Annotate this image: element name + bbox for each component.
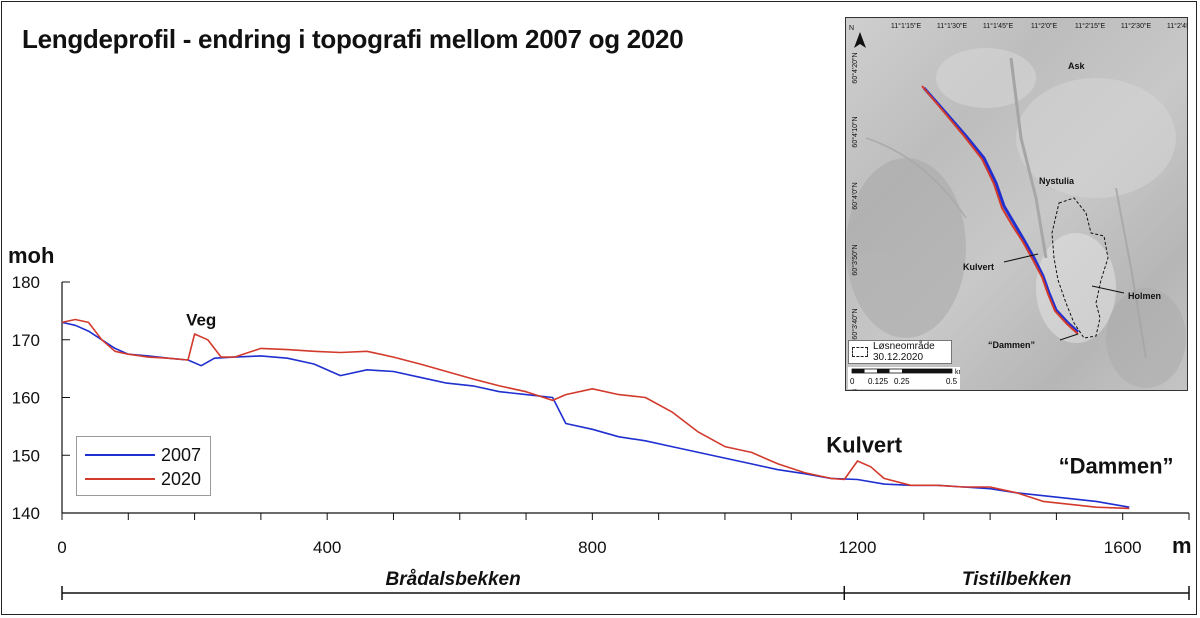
x-tick-label: 1600 — [1104, 538, 1142, 557]
release-area-swatch — [852, 347, 868, 357]
y-axis-unit-label: moh — [8, 243, 54, 268]
hillshade-texture — [846, 48, 1186, 388]
north-arrow-icon: N — [849, 25, 866, 48]
scale-tick-3: 0.5 — [946, 377, 958, 386]
x-tick-label: 1200 — [839, 538, 877, 557]
inset-map-drawing: 11°1'15"E 11°1'30"E 11°1'45"E 11°2'0"E 11°2'… — [846, 22, 1188, 390]
y-tick-label: 170 — [12, 331, 40, 350]
scale-tick-2: 0.25 — [894, 377, 910, 386]
x-tick-label: 0 — [57, 538, 66, 557]
legend-item-2007: 2007 — [85, 445, 201, 465]
map-top-coordinate: 11°1'45"E — [983, 22, 1014, 30]
scale-bar: km 0 0.125 0.25 0.5 — [848, 367, 965, 389]
map-top-coordinate: 11°1'15"E — [891, 22, 922, 30]
map-label-nystulia: Nystulia — [1039, 176, 1075, 186]
map-left-coordinate: 60°4'20"N — [851, 52, 859, 83]
map-top-coordinates: 11°1'15"E 11°1'30"E 11°1'45"E 11°2'0"E 11°2'… — [891, 22, 1188, 30]
leader-holmen — [1091, 285, 1125, 294]
map-profile-2020 — [921, 85, 1079, 335]
map-legend-line1: Løsneområde — [873, 341, 935, 352]
map-top-coordinate: 11°2'0"E — [1031, 22, 1058, 30]
inset-map: 11°1'15"E 11°1'30"E 11°1'45"E 11°2'0"E 11°2'… — [845, 17, 1188, 391]
legend-swatch-2007 — [85, 454, 155, 456]
x-tick-label: 400 — [313, 538, 341, 557]
chart-axes: 140 150 160 170 180 0 400 800 1200 1600 moh m — [8, 243, 1192, 558]
chart-annotations: Veg Kulvert “Dammen” — [186, 310, 1173, 478]
map-profile-2007 — [922, 87, 1080, 334]
map-label-kulvert: Kulvert — [963, 262, 994, 272]
map-left-coordinate: 60°4'10"N — [851, 116, 859, 147]
annotation-label: Kulvert — [826, 432, 902, 457]
map-top-coordinate: 11°2'30"E — [1121, 22, 1152, 30]
x-axis-unit-label: m — [1172, 533, 1192, 558]
map-label-ask: Ask — [1068, 61, 1086, 71]
legend-item-2020: 2020 — [85, 469, 201, 489]
series-line-2020 — [61, 318, 1130, 510]
map-label-dammen: “Dammen” — [988, 340, 1035, 350]
chart-title: Lengdeprofil - endring i topografi mello… — [22, 24, 684, 54]
map-label-holmen: Holmen — [1128, 291, 1161, 301]
scale-tick-0: 0 — [850, 377, 855, 386]
release-area-outline — [1051, 197, 1109, 339]
leader-kulvert — [1003, 253, 1039, 263]
map-top-coordinate: 11°2'45"E — [1167, 22, 1188, 30]
annotation-label: “Dammen” — [1059, 454, 1174, 479]
map-top-coordinate: 11°2'15"E — [1075, 22, 1106, 30]
map-left-coordinate: 60°3'50"N — [851, 244, 859, 275]
section-bar: Brådalsbekken Tistilbekken — [61, 569, 1190, 600]
legend-swatch-2020 — [85, 478, 155, 480]
y-tick-label: 150 — [12, 446, 40, 465]
map-legend: Løsneområde 30.12.2020 — [848, 340, 952, 364]
map-top-coordinate: 11°1'30"E — [937, 22, 968, 30]
y-tick-label: 160 — [12, 389, 40, 408]
y-tick-label: 140 — [12, 504, 40, 523]
section-label: Brådalsbekken — [386, 569, 521, 590]
chart-series-lines — [61, 318, 1130, 510]
chart-legend: 2007 2020 — [76, 436, 211, 496]
map-left-coordinate: 60°4'0"N — [851, 182, 859, 209]
annotation-label: Veg — [186, 310, 216, 329]
scale-tick-1: 0.125 — [868, 377, 889, 386]
map-legend-line2: 30.12.2020 — [873, 352, 924, 363]
legend-label-2020: 2020 — [161, 468, 202, 489]
scale-unit: km — [955, 369, 960, 376]
section-label: Tistilbekken — [962, 569, 1071, 590]
north-label: N — [849, 25, 854, 32]
x-tick-label: 800 — [578, 538, 606, 557]
map-left-coordinate: 60°3'40"N — [851, 308, 859, 339]
scale-bar-graphic: km 0 0.125 0.25 0.5 — [850, 368, 965, 386]
y-tick-label: 180 — [12, 273, 40, 292]
legend-label-2007: 2007 — [161, 444, 202, 465]
leader-dammen — [1059, 333, 1079, 341]
